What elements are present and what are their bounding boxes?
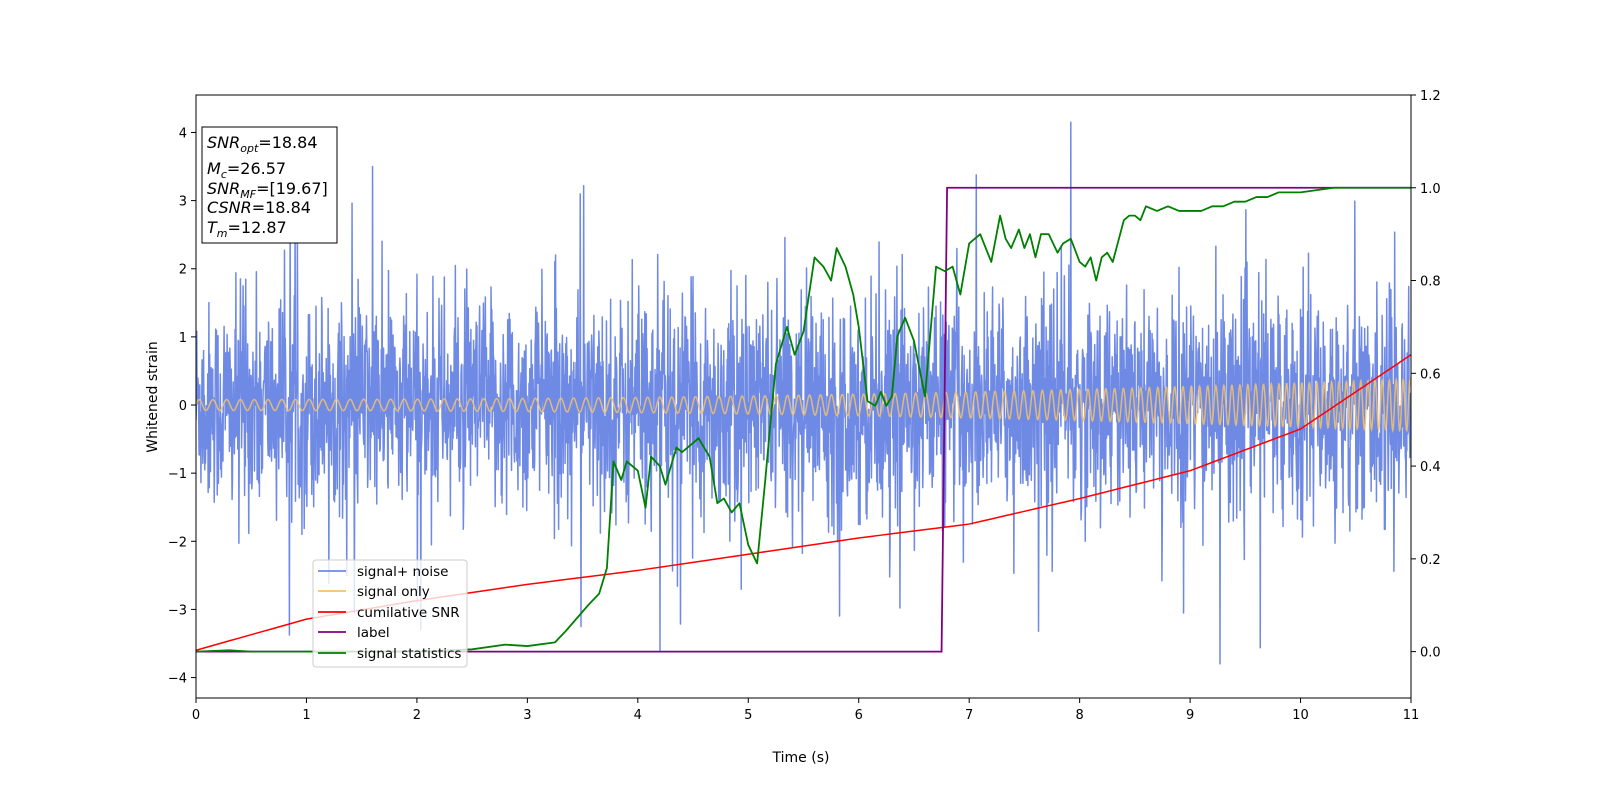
x-tick-label: 10: [1292, 708, 1309, 723]
y2-tick-label: 0.2: [1420, 553, 1441, 568]
y-tick-label: 1: [179, 331, 187, 346]
x-axis-label: Time (s): [772, 750, 830, 766]
x-tick-label: 4: [634, 708, 642, 723]
info-line: SNRMF=[19.67]: [207, 179, 328, 201]
y-tick-label: 0: [179, 399, 187, 414]
info-box-frame: [201, 126, 338, 244]
series-signal-only: [196, 376, 1411, 434]
plot-frame: [195, 94, 1412, 699]
legend-entry: signal+ noise: [357, 564, 448, 580]
legend-entry: signal statistics: [357, 646, 461, 662]
series-signal-statistics: [196, 186, 1411, 653]
legend-entry: signal only: [357, 584, 430, 600]
y2-tick-label: 0.0: [1420, 646, 1441, 661]
legend-frame: [312, 559, 468, 668]
y-tick-label: 3: [179, 195, 187, 210]
legend-entry: label: [357, 625, 390, 641]
x-tick-label: 7: [965, 708, 973, 723]
info-line: Tm=12.87: [207, 218, 287, 240]
y-tick-label: −4: [168, 672, 187, 687]
x-tick-label: 11: [1403, 708, 1420, 723]
legend-entry: cumilative SNR: [357, 605, 460, 621]
y2-tick-label: 0.6: [1420, 367, 1441, 382]
y-tick-label: −1: [168, 467, 187, 482]
info-line: Mc=26.57: [207, 159, 286, 181]
series-label: [196, 186, 1411, 653]
x-tick-label: 3: [523, 708, 531, 723]
y-tick-label: −3: [168, 603, 187, 618]
y-tick-label: 4: [179, 126, 187, 141]
x-tick-label: 5: [744, 708, 752, 723]
x-tick-label: 6: [855, 708, 863, 723]
info-line: SNRopt=18.84: [207, 133, 318, 155]
y-tick-label: −2: [168, 535, 187, 550]
y2-tick-label: 0.8: [1420, 275, 1441, 290]
axes: 0 1 2 3 4 5 6 7 8 9 10 1143210−1−2−3−41.21.00.80.60…: [168, 89, 1441, 723]
x-tick-label: 9: [1186, 708, 1194, 723]
x-tick-label: 1: [302, 708, 310, 723]
y-axis-label: Whitened strain: [145, 341, 161, 452]
info-line: CSNR=18.84: [207, 198, 311, 217]
y2-tick-label: 1.2: [1420, 89, 1441, 104]
x-tick-label: 2: [413, 708, 421, 723]
info-box: SNRopt=18.84 Mc=26.57SNRMF=[19.67]CSNR=18…: [201, 126, 338, 244]
y2-tick-label: 0.4: [1420, 460, 1441, 475]
y2-tick-label: 1.0: [1420, 182, 1441, 197]
x-tick-label: 8: [1075, 708, 1083, 723]
y-tick-label: 2: [179, 263, 187, 278]
legend: signal+ noise signal only cumilative SNR la…: [312, 559, 468, 668]
series-signal-noise: [196, 121, 1411, 665]
x-tick-label: 0: [192, 708, 200, 723]
